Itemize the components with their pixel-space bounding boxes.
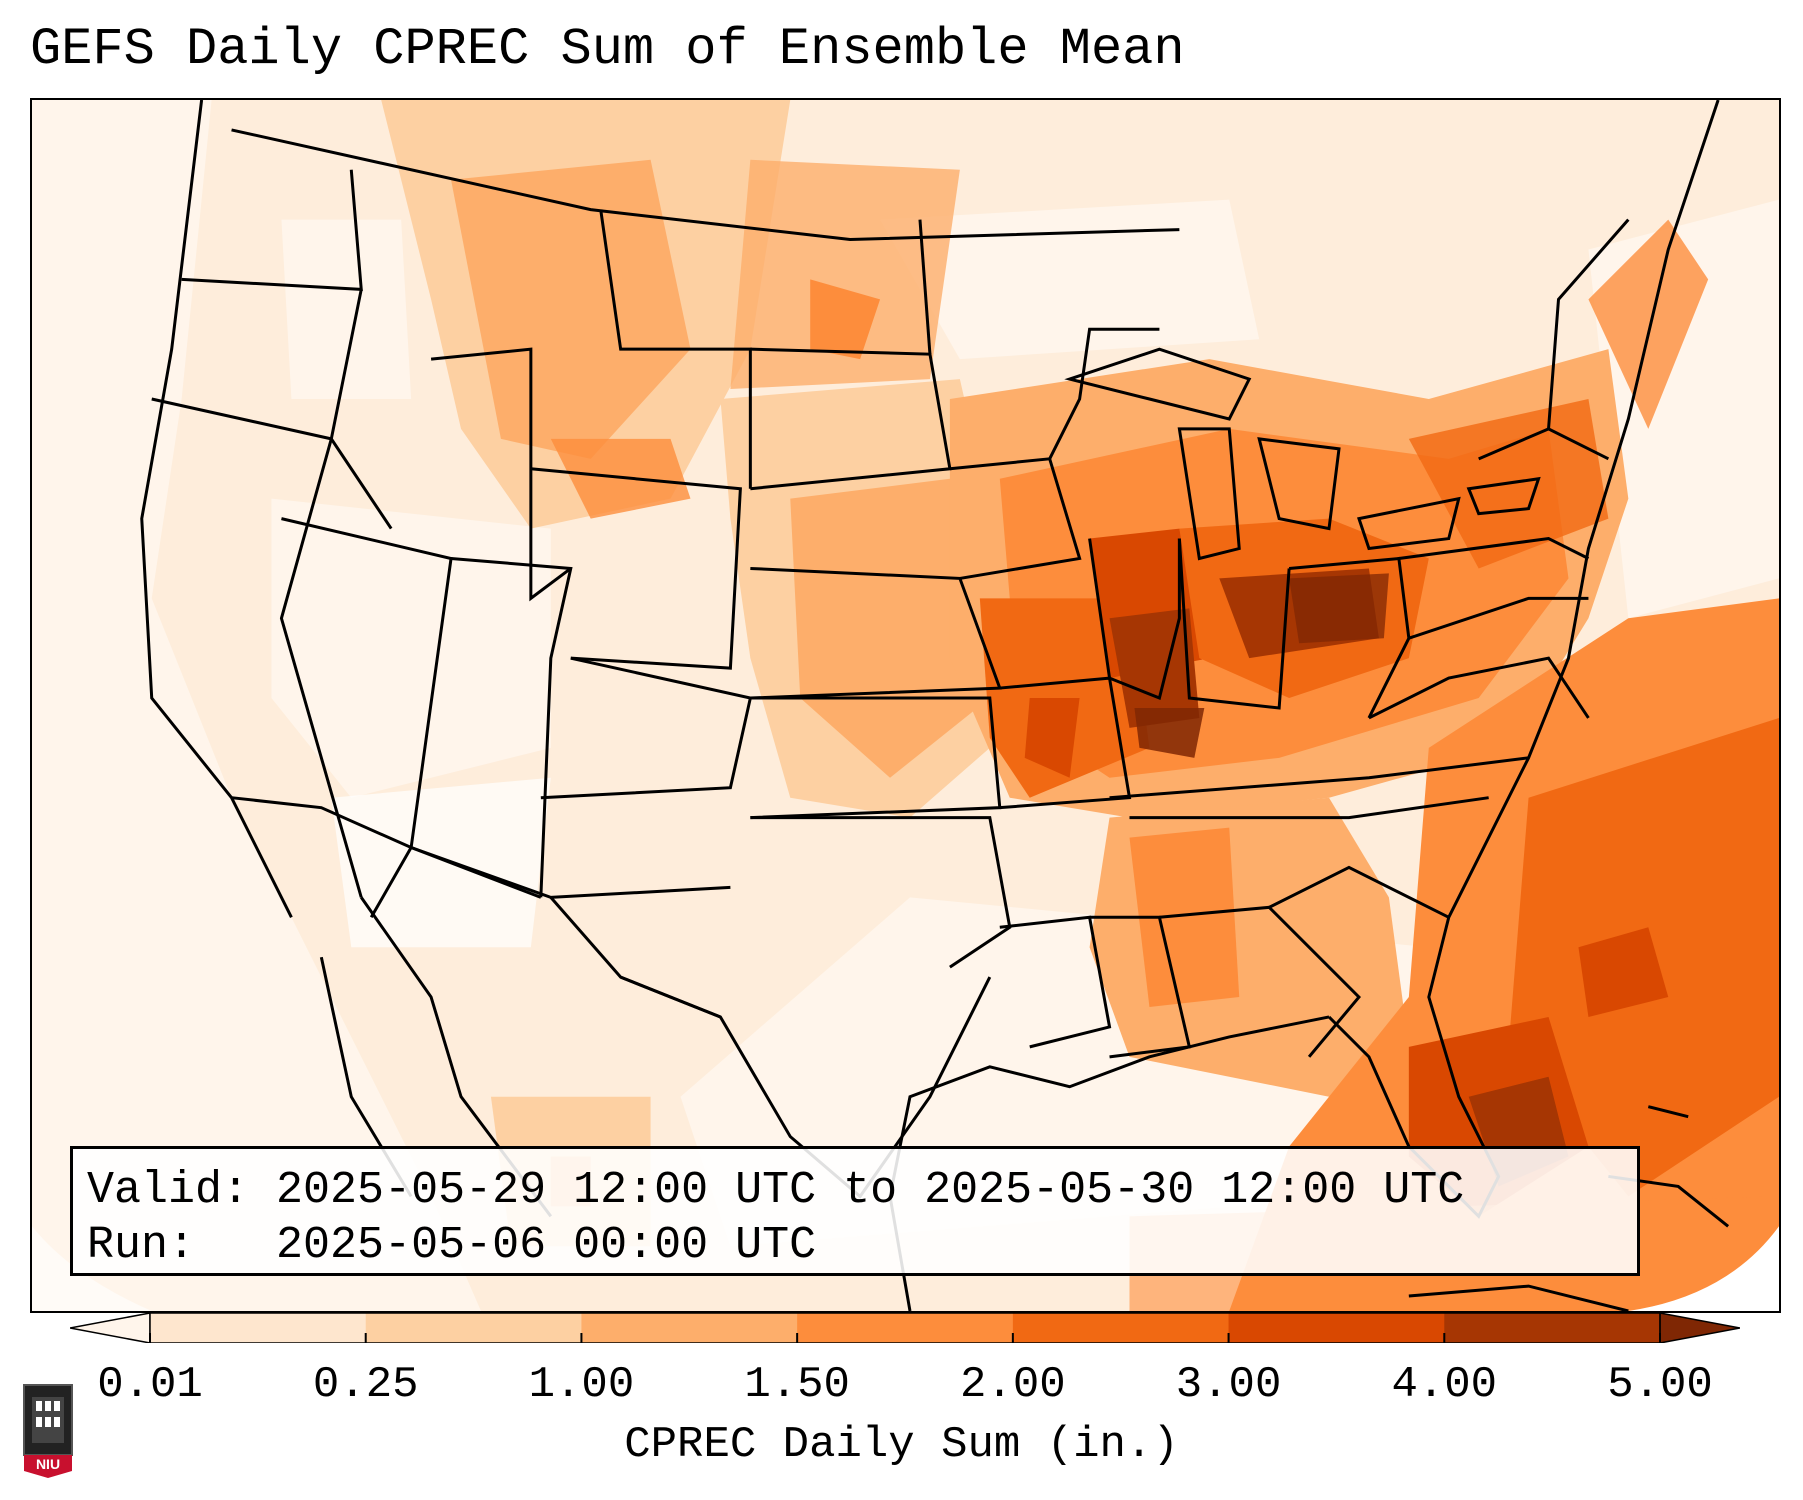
colorbar-tick-label: 3.00 (1175, 1360, 1282, 1410)
colorbar-segment (1444, 1313, 1661, 1343)
colorbar-segment (797, 1313, 1014, 1343)
colorbar-arrow-high (1659, 1313, 1740, 1343)
colorbar (70, 1313, 1740, 1343)
colorbar-tick-label: 1.00 (528, 1360, 635, 1410)
colorbar-tick-label: 2.00 (960, 1360, 1066, 1410)
colorbar-segment (1228, 1313, 1445, 1343)
precipitation-map: Valid: 2025-05-29 12:00 UTC to 2025-05-3… (30, 98, 1781, 1313)
colorbar-tick-label: 5.00 (1607, 1360, 1713, 1410)
state-boundaries (140, 100, 1730, 1311)
niu-logo-icon: NIU (23, 1384, 73, 1478)
colorbar-tick-label: 4.00 (1391, 1360, 1498, 1410)
map-canvas (32, 100, 1779, 1311)
colorbar-segment (581, 1313, 798, 1343)
map-title: GEFS Daily CPREC Sum of Ensemble Mean (30, 20, 1185, 79)
colorbar-label: CPREC Daily Sum (in.) (624, 1420, 1179, 1470)
valid-label: Valid: (87, 1165, 250, 1216)
colorbar-arrow-low (70, 1313, 151, 1343)
valid-value: 2025-05-29 12:00 UTC to 2025-05-30 12:00… (276, 1165, 1465, 1216)
logo-text: NIU (36, 1456, 60, 1472)
colorbar-tick-label: 1.50 (744, 1360, 850, 1410)
colorbar-segment (150, 1313, 367, 1343)
colorbar-segment (1012, 1313, 1230, 1343)
run-label: Run: (87, 1220, 196, 1271)
colorbar-tick-label: 0.25 (312, 1360, 419, 1410)
colorbar-tick-label: 0.01 (97, 1360, 203, 1410)
validity-info-box: Valid: 2025-05-29 12:00 UTC to 2025-05-3… (70, 1146, 1640, 1276)
run-value: 2025-05-06 00:00 UTC (276, 1220, 817, 1271)
colorbar-segment (365, 1313, 582, 1343)
